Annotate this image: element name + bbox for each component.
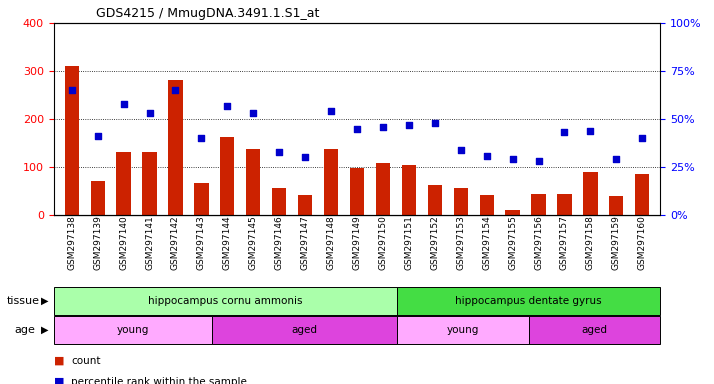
Text: GSM297147: GSM297147 [301,215,310,270]
Text: GSM297144: GSM297144 [223,215,232,270]
Text: GSM297143: GSM297143 [197,215,206,270]
Bar [396,316,528,344]
Bar [142,152,156,215]
Bar [272,188,286,215]
Text: GSM297160: GSM297160 [638,215,647,270]
Bar [54,316,212,344]
Text: GSM297149: GSM297149 [353,215,361,270]
Point [273,149,285,155]
Text: young: young [446,325,478,335]
Text: GSM297152: GSM297152 [431,215,439,270]
Bar [428,185,442,215]
Point [533,158,544,164]
Point [481,152,493,159]
Bar [220,137,234,215]
Bar [635,174,650,215]
Text: GSM297159: GSM297159 [612,215,621,270]
Point [248,110,259,116]
Point [92,133,104,139]
Bar [194,183,208,215]
Point [66,87,77,93]
Text: GSM297139: GSM297139 [93,215,102,270]
Text: GSM297141: GSM297141 [145,215,154,270]
Text: GSM297154: GSM297154 [482,215,491,270]
Text: aged: aged [581,325,608,335]
Text: hippocampus cornu ammonis: hippocampus cornu ammonis [148,296,302,306]
Text: GSM297158: GSM297158 [586,215,595,270]
Text: GSM297150: GSM297150 [378,215,388,270]
Text: age: age [14,325,35,335]
Text: aged: aged [291,325,317,335]
Text: GSM297153: GSM297153 [456,215,466,270]
Bar [558,194,572,215]
Text: GDS4215 / MmugDNA.3491.1.S1_at: GDS4215 / MmugDNA.3491.1.S1_at [96,7,319,20]
Bar [169,80,183,215]
Point [585,127,596,134]
Point [559,129,570,136]
Bar [528,316,660,344]
Point [610,156,622,162]
Point [377,124,388,130]
Text: GSM297155: GSM297155 [508,215,517,270]
Text: GSM297138: GSM297138 [67,215,76,270]
Point [403,122,415,128]
Bar [212,316,396,344]
Text: GSM297157: GSM297157 [560,215,569,270]
Point [507,156,518,162]
Text: GSM297145: GSM297145 [248,215,258,270]
Text: ▶: ▶ [41,325,49,335]
Text: percentile rank within the sample: percentile rank within the sample [71,377,247,384]
Bar [453,188,468,215]
Text: count: count [71,356,101,366]
Bar [402,165,416,215]
Bar [246,149,261,215]
Bar [298,195,312,215]
Point [429,120,441,126]
Point [118,101,129,107]
Point [221,103,233,109]
Bar [480,195,494,215]
Bar [531,194,545,215]
Bar [376,163,390,215]
Bar [609,196,623,215]
Text: GSM297148: GSM297148 [326,215,336,270]
Text: GSM297140: GSM297140 [119,215,128,270]
Bar [350,168,364,215]
Text: ■: ■ [54,377,64,384]
Text: young: young [116,325,149,335]
Text: ■: ■ [54,356,64,366]
Point [351,126,363,132]
Point [326,108,337,114]
Bar [396,287,660,315]
Bar [583,172,598,215]
Text: hippocampus dentate gyrus: hippocampus dentate gyrus [456,296,602,306]
Text: GSM297146: GSM297146 [275,215,283,270]
Text: tissue: tissue [7,296,40,306]
Point [144,110,155,116]
Text: ▶: ▶ [41,296,49,306]
Point [196,135,207,141]
Point [170,87,181,93]
Point [455,147,466,153]
Point [299,154,311,161]
Bar [91,182,105,215]
Text: GSM297156: GSM297156 [534,215,543,270]
Bar [116,152,131,215]
Point [637,135,648,141]
Bar [324,149,338,215]
Bar [64,66,79,215]
Text: GSM297142: GSM297142 [171,215,180,270]
Text: GSM297151: GSM297151 [404,215,413,270]
Bar [506,210,520,215]
Bar [54,287,396,315]
